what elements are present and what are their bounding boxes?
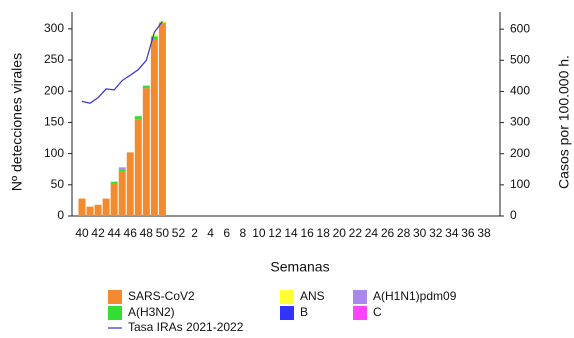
y2-axis-title: Casos por 100.000 h.	[556, 55, 572, 189]
legend-swatch	[353, 306, 367, 320]
bar-segment	[158, 22, 166, 24]
bar-segment	[118, 171, 126, 216]
legend-label: A(H3N2)	[128, 305, 175, 319]
x-tick-label: 6	[223, 226, 230, 240]
bar-segment	[118, 167, 126, 170]
bar-segment	[110, 183, 118, 216]
bar-segment	[150, 36, 158, 40]
x-tick-label: 30	[413, 226, 427, 240]
y2-tick-label: 200	[510, 146, 530, 160]
bar-segment	[86, 206, 94, 216]
legend-label: A(H1N1)pdm09	[373, 289, 457, 303]
x-tick-label: 32	[429, 226, 443, 240]
x-tick-label: 34	[445, 226, 459, 240]
y2-tick-label: 400	[510, 84, 530, 98]
legend-label: SARS-CoV2	[128, 289, 195, 303]
x-tick-label: 28	[397, 226, 411, 240]
y-tick-label: 300	[44, 21, 64, 35]
x-tick-label: 14	[284, 226, 298, 240]
x-tick-label: 26	[381, 226, 395, 240]
x-tick-label: 10	[252, 226, 266, 240]
y2-tick-label: 300	[510, 115, 530, 129]
x-tick-label: 20	[333, 226, 347, 240]
bar-segment	[110, 181, 118, 184]
bar-segment	[142, 88, 150, 216]
y-tick-label: 250	[44, 52, 64, 66]
x-tick-label: 52	[172, 226, 186, 240]
x-tick-label: 8	[239, 226, 246, 240]
bar-segment	[134, 116, 142, 120]
x-tick-label: 46	[124, 226, 138, 240]
legend-label: B	[300, 305, 308, 319]
legend-label: C	[373, 305, 382, 319]
x-tick-label: 4	[207, 226, 214, 240]
x-tick-label: 42	[91, 226, 105, 240]
y-axis-title: Nº detecciones virales	[9, 53, 25, 191]
y-tick-label: 200	[44, 83, 64, 97]
bar-segment	[102, 198, 110, 216]
rate-line	[81, 20, 163, 104]
x-tick-label: 36	[461, 226, 475, 240]
legend-swatch	[108, 290, 122, 304]
bar-segment	[94, 204, 102, 216]
x-tick-label: 40	[75, 226, 89, 240]
bar-segment	[150, 39, 158, 217]
y2-tick-label: 100	[510, 177, 530, 191]
y2-tick-label: 600	[510, 21, 530, 35]
y2-tick-label: 500	[510, 52, 530, 66]
bar-segment	[78, 198, 86, 216]
legend-swatch	[280, 306, 294, 320]
x-tick-label: 38	[477, 226, 491, 240]
legend-swatch	[108, 306, 122, 320]
legend-swatch	[353, 290, 367, 304]
legend-swatch	[280, 290, 294, 304]
x-tick-label: 16	[300, 226, 314, 240]
y2-tick-label: 0	[510, 208, 517, 222]
x-tick-label: 2	[191, 226, 198, 240]
x-tick-label: 18	[317, 226, 331, 240]
y-tick-label: 100	[44, 146, 64, 160]
x-tick-label: 24	[365, 226, 379, 240]
x-tick-label: 48	[140, 226, 154, 240]
legend-label: Tasa IRAs 2021-2022	[128, 320, 244, 334]
bar-segment	[126, 152, 134, 216]
bar-segment	[134, 119, 142, 216]
x-tick-label: 22	[349, 226, 363, 240]
y-tick-label: 150	[44, 115, 64, 129]
x-tick-label: 12	[268, 226, 282, 240]
bar-segment	[142, 85, 150, 89]
y-tick-label: 0	[57, 208, 64, 222]
legend-label: ANS	[300, 289, 325, 303]
bar-segment	[150, 34, 158, 37]
bar-segment	[118, 169, 126, 172]
x-tick-label: 44	[107, 226, 121, 240]
x-tick-label: 50	[156, 226, 170, 240]
x-axis-title: Semanas	[270, 259, 329, 275]
bar-segment	[158, 23, 166, 216]
y-tick-label: 50	[51, 177, 65, 191]
